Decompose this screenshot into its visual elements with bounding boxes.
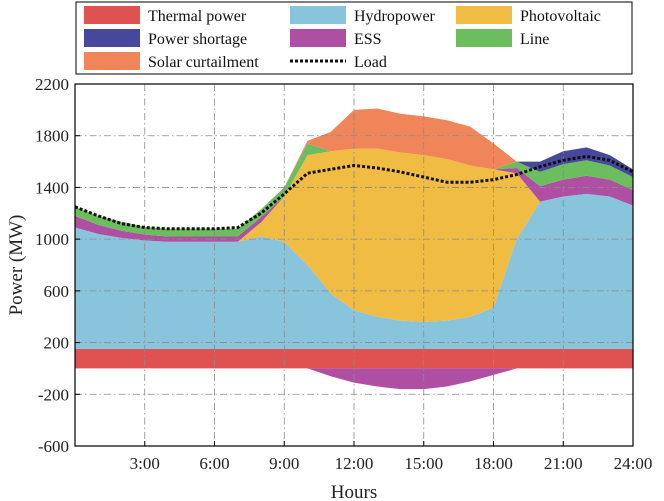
- legend: Thermal power Hydropower Photovoltaic Power…: [75, 1, 633, 75]
- legend-label-photovoltaic: Photovoltaic: [520, 8, 601, 25]
- line-load: [74, 154, 634, 231]
- legend-item-power-shortage: Power shortage: [84, 29, 247, 48]
- legend-item-photovoltaic: Photovoltaic: [456, 6, 601, 25]
- legend-item-hydropower: Hydropower: [290, 6, 436, 25]
- x-tick-label: 21:00: [544, 454, 583, 473]
- legend-item-ess: ESS: [290, 29, 382, 48]
- legend-label-thermal-power: Thermal power: [148, 8, 247, 25]
- legend-swatch-power-shortage: [84, 29, 140, 47]
- x-tick-label: 12:00: [335, 454, 374, 473]
- legend-box: [75, 1, 633, 75]
- legend-label-load: Load: [354, 54, 387, 71]
- x-tick-label: 18:00: [474, 454, 513, 473]
- y-tick-label: 600: [44, 282, 70, 301]
- legend-label-solar-curtailment: Solar curtailment: [148, 54, 259, 71]
- plot-area: [74, 83, 634, 447]
- area-ess: [75, 148, 633, 242]
- legend-swatch-photovoltaic: [456, 6, 512, 24]
- gridlines: [75, 84, 633, 446]
- legend-swatch-hydropower: [290, 6, 346, 24]
- x-tick-label: 3:00: [130, 454, 160, 473]
- area-line: [75, 143, 633, 237]
- y-tick-label: -600: [38, 437, 69, 456]
- area-power-shortage: [75, 143, 633, 229]
- y-tick-label: 1000: [35, 230, 69, 249]
- legend-swatch-thermal-power: [84, 6, 140, 24]
- legend-swatch-ess: [290, 29, 346, 47]
- x-tick-label: 6:00: [199, 454, 229, 473]
- axis-ticks: 3:00 6:00 9:00 12:00 15:00 18:00 21:00 24:00 -60…: [35, 75, 652, 473]
- legend-swatch-solar-curtailment: [84, 52, 140, 70]
- y-tick-label: 1400: [35, 178, 69, 197]
- y-axis-title: Power (MW): [6, 215, 27, 316]
- area-hydropower: [75, 193, 633, 350]
- legend-item-load: Load: [290, 54, 387, 71]
- legend-label-power-shortage: Power shortage: [148, 31, 247, 48]
- legend-item-thermal-power: Thermal power: [84, 6, 247, 25]
- legend-label-hydropower: Hydropower: [354, 8, 436, 25]
- legend-label-line: Line: [520, 31, 549, 48]
- y-tick-label: 1800: [35, 127, 69, 146]
- y-tick-label: -200: [38, 385, 69, 404]
- legend-item-solar-curtailment: Solar curtailment: [84, 52, 259, 71]
- legend-item-line: Line: [456, 29, 549, 48]
- x-tick-label: 24:00: [614, 454, 653, 473]
- legend-swatch-line: [456, 29, 512, 47]
- x-tick-label: 15:00: [404, 454, 443, 473]
- y-tick-label: 200: [44, 334, 70, 353]
- y-tick-label: 2200: [35, 75, 69, 94]
- x-axis-title: Hours: [331, 482, 377, 501]
- legend-label-ess: ESS: [354, 31, 382, 48]
- x-tick-label: 9:00: [269, 454, 299, 473]
